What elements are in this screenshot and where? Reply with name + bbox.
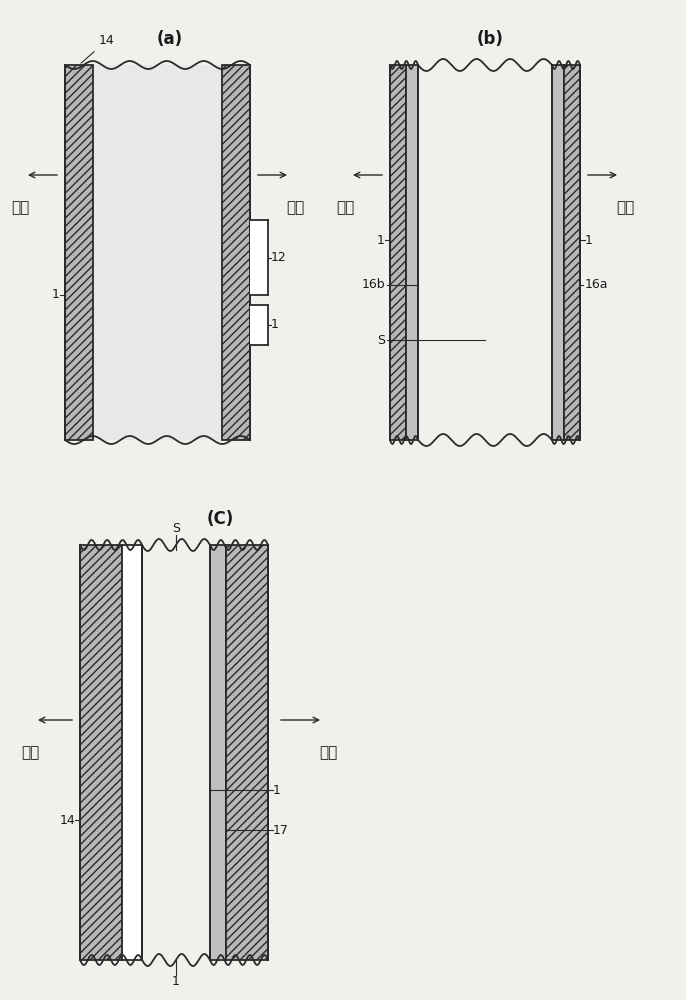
Text: 14: 14 bbox=[59, 814, 75, 826]
Text: (C): (C) bbox=[206, 510, 234, 528]
Text: 户外: 户外 bbox=[616, 200, 634, 215]
Text: 户外: 户外 bbox=[319, 745, 337, 760]
Bar bbox=[122, 545, 142, 960]
Bar bbox=[93, 65, 222, 440]
Text: 户内: 户内 bbox=[336, 200, 354, 215]
Text: 1: 1 bbox=[273, 784, 281, 796]
Bar bbox=[226, 545, 268, 960]
Text: (a): (a) bbox=[157, 30, 183, 48]
Text: 1: 1 bbox=[271, 318, 279, 332]
Text: 1: 1 bbox=[377, 233, 385, 246]
Bar bbox=[210, 545, 226, 960]
Bar bbox=[406, 65, 418, 440]
Bar bbox=[564, 65, 580, 440]
Text: (b): (b) bbox=[477, 30, 504, 48]
Bar bbox=[80, 545, 122, 960]
Text: 户外: 户外 bbox=[286, 200, 304, 215]
Bar bbox=[250, 220, 268, 295]
Bar bbox=[552, 65, 564, 440]
Text: 12: 12 bbox=[271, 251, 287, 264]
Text: S: S bbox=[377, 334, 385, 347]
Bar bbox=[250, 305, 268, 345]
Bar bbox=[65, 65, 93, 440]
Text: 17: 17 bbox=[273, 824, 289, 836]
Bar bbox=[390, 65, 406, 440]
Text: 1: 1 bbox=[585, 233, 593, 246]
Text: 1: 1 bbox=[172, 975, 180, 988]
Text: 户内: 户内 bbox=[21, 745, 39, 760]
Text: 16a: 16a bbox=[585, 278, 608, 292]
Bar bbox=[418, 65, 552, 440]
Text: 14: 14 bbox=[81, 34, 115, 63]
Text: 1: 1 bbox=[52, 288, 60, 302]
Bar bbox=[222, 65, 250, 440]
Bar bbox=[142, 545, 210, 960]
Text: 户内: 户内 bbox=[11, 200, 29, 215]
Text: 16b: 16b bbox=[362, 278, 385, 292]
Text: S: S bbox=[172, 522, 180, 535]
